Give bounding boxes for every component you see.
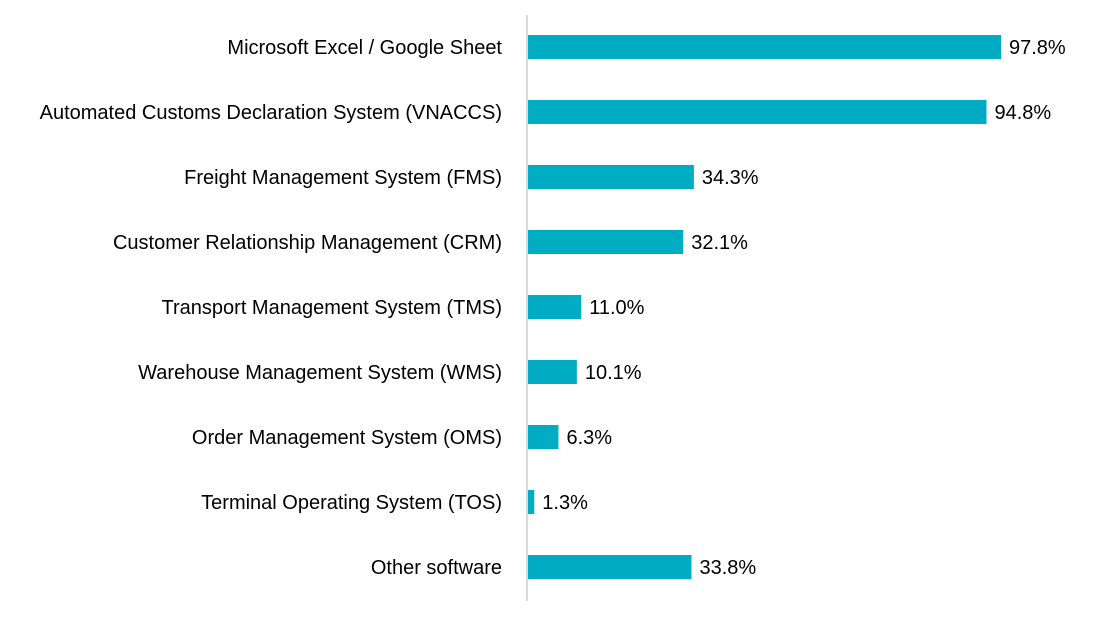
data-label: 11.0%: [589, 297, 644, 319]
data-label: 97.8%: [1009, 37, 1066, 59]
bar: [528, 35, 1001, 59]
data-label: 10.1%: [585, 362, 642, 384]
category-label: Microsoft Excel / Google Sheet: [227, 37, 502, 59]
data-label: 6.3%: [566, 427, 612, 449]
data-label: 34.3%: [702, 167, 759, 189]
bar: [528, 425, 559, 449]
category-label: Warehouse Management System (WMS): [138, 362, 502, 384]
category-label: Order Management System (OMS): [192, 427, 502, 449]
bar: [528, 295, 582, 319]
data-label: 94.8%: [994, 102, 1051, 124]
category-label: Automated Customs Declaration System (VN…: [40, 102, 502, 124]
bar: [528, 360, 577, 384]
category-label: Freight Management System (FMS): [184, 167, 502, 189]
data-label: 1.3%: [542, 492, 588, 514]
bar: [528, 555, 692, 579]
category-label: Other software: [371, 557, 502, 579]
bar: [528, 165, 694, 189]
category-label: Transport Management System (TMS): [162, 297, 502, 319]
category-label: Customer Relationship Management (CRM): [113, 232, 502, 254]
data-label: 32.1%: [691, 232, 748, 254]
category-label: Terminal Operating System (TOS): [201, 492, 502, 514]
bar: [528, 100, 987, 124]
bar: [528, 230, 684, 254]
bar: [528, 490, 535, 514]
data-label: 33.8%: [699, 557, 756, 579]
